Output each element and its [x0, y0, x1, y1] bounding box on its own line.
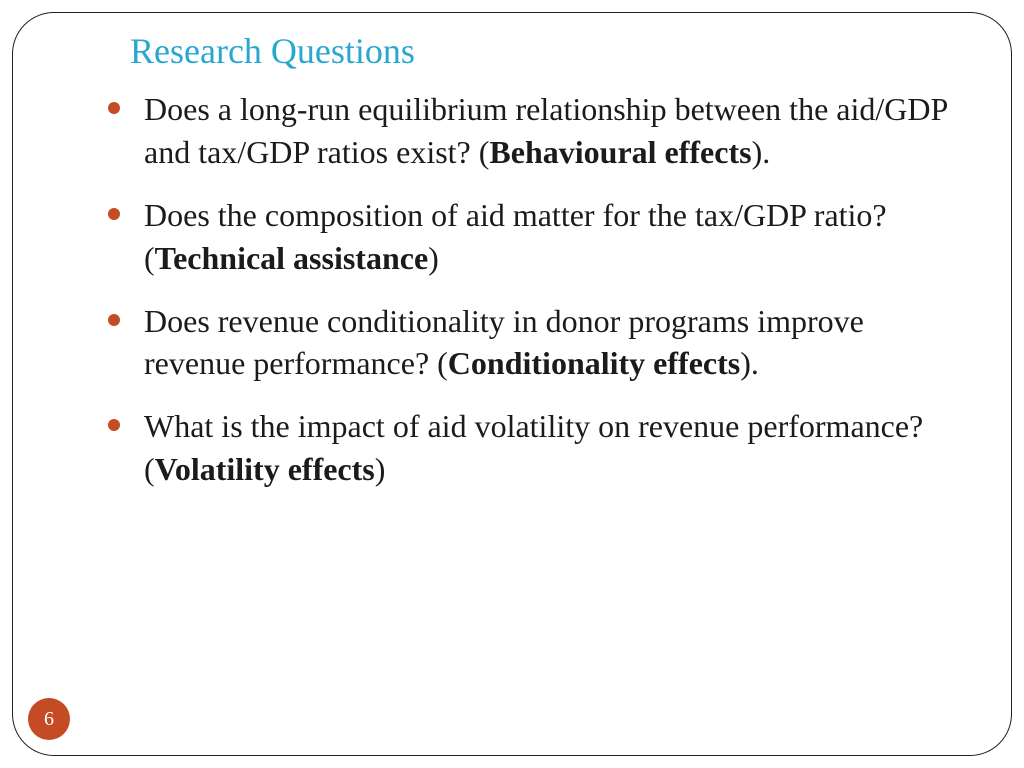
bullet-text-bold: Conditionality effects: [448, 345, 740, 381]
list-item: Does the composition of aid matter for t…: [100, 194, 964, 280]
bullet-text-post: ): [375, 451, 386, 487]
list-item: What is the impact of aid volatility on …: [100, 405, 964, 491]
slide: Research Questions Does a long-run equil…: [0, 0, 1024, 768]
bullet-text-post: ): [428, 240, 439, 276]
bullet-text-bold: Technical assistance: [155, 240, 429, 276]
bullet-text-bold: Behavioural effects: [489, 134, 751, 170]
bullet-list: Does a long-run equilibrium relationship…: [100, 88, 964, 491]
bullet-text-post: ).: [740, 345, 759, 381]
list-item: Does a long-run equilibrium relationship…: [100, 88, 964, 174]
list-item: Does revenue conditionality in donor pro…: [100, 300, 964, 386]
page-number: 6: [44, 708, 54, 731]
bullet-text-post: ).: [752, 134, 771, 170]
slide-body: Does a long-run equilibrium relationship…: [100, 88, 964, 511]
page-number-badge: 6: [28, 698, 70, 740]
slide-title: Research Questions: [130, 30, 415, 72]
bullet-text-bold: Volatility effects: [155, 451, 375, 487]
